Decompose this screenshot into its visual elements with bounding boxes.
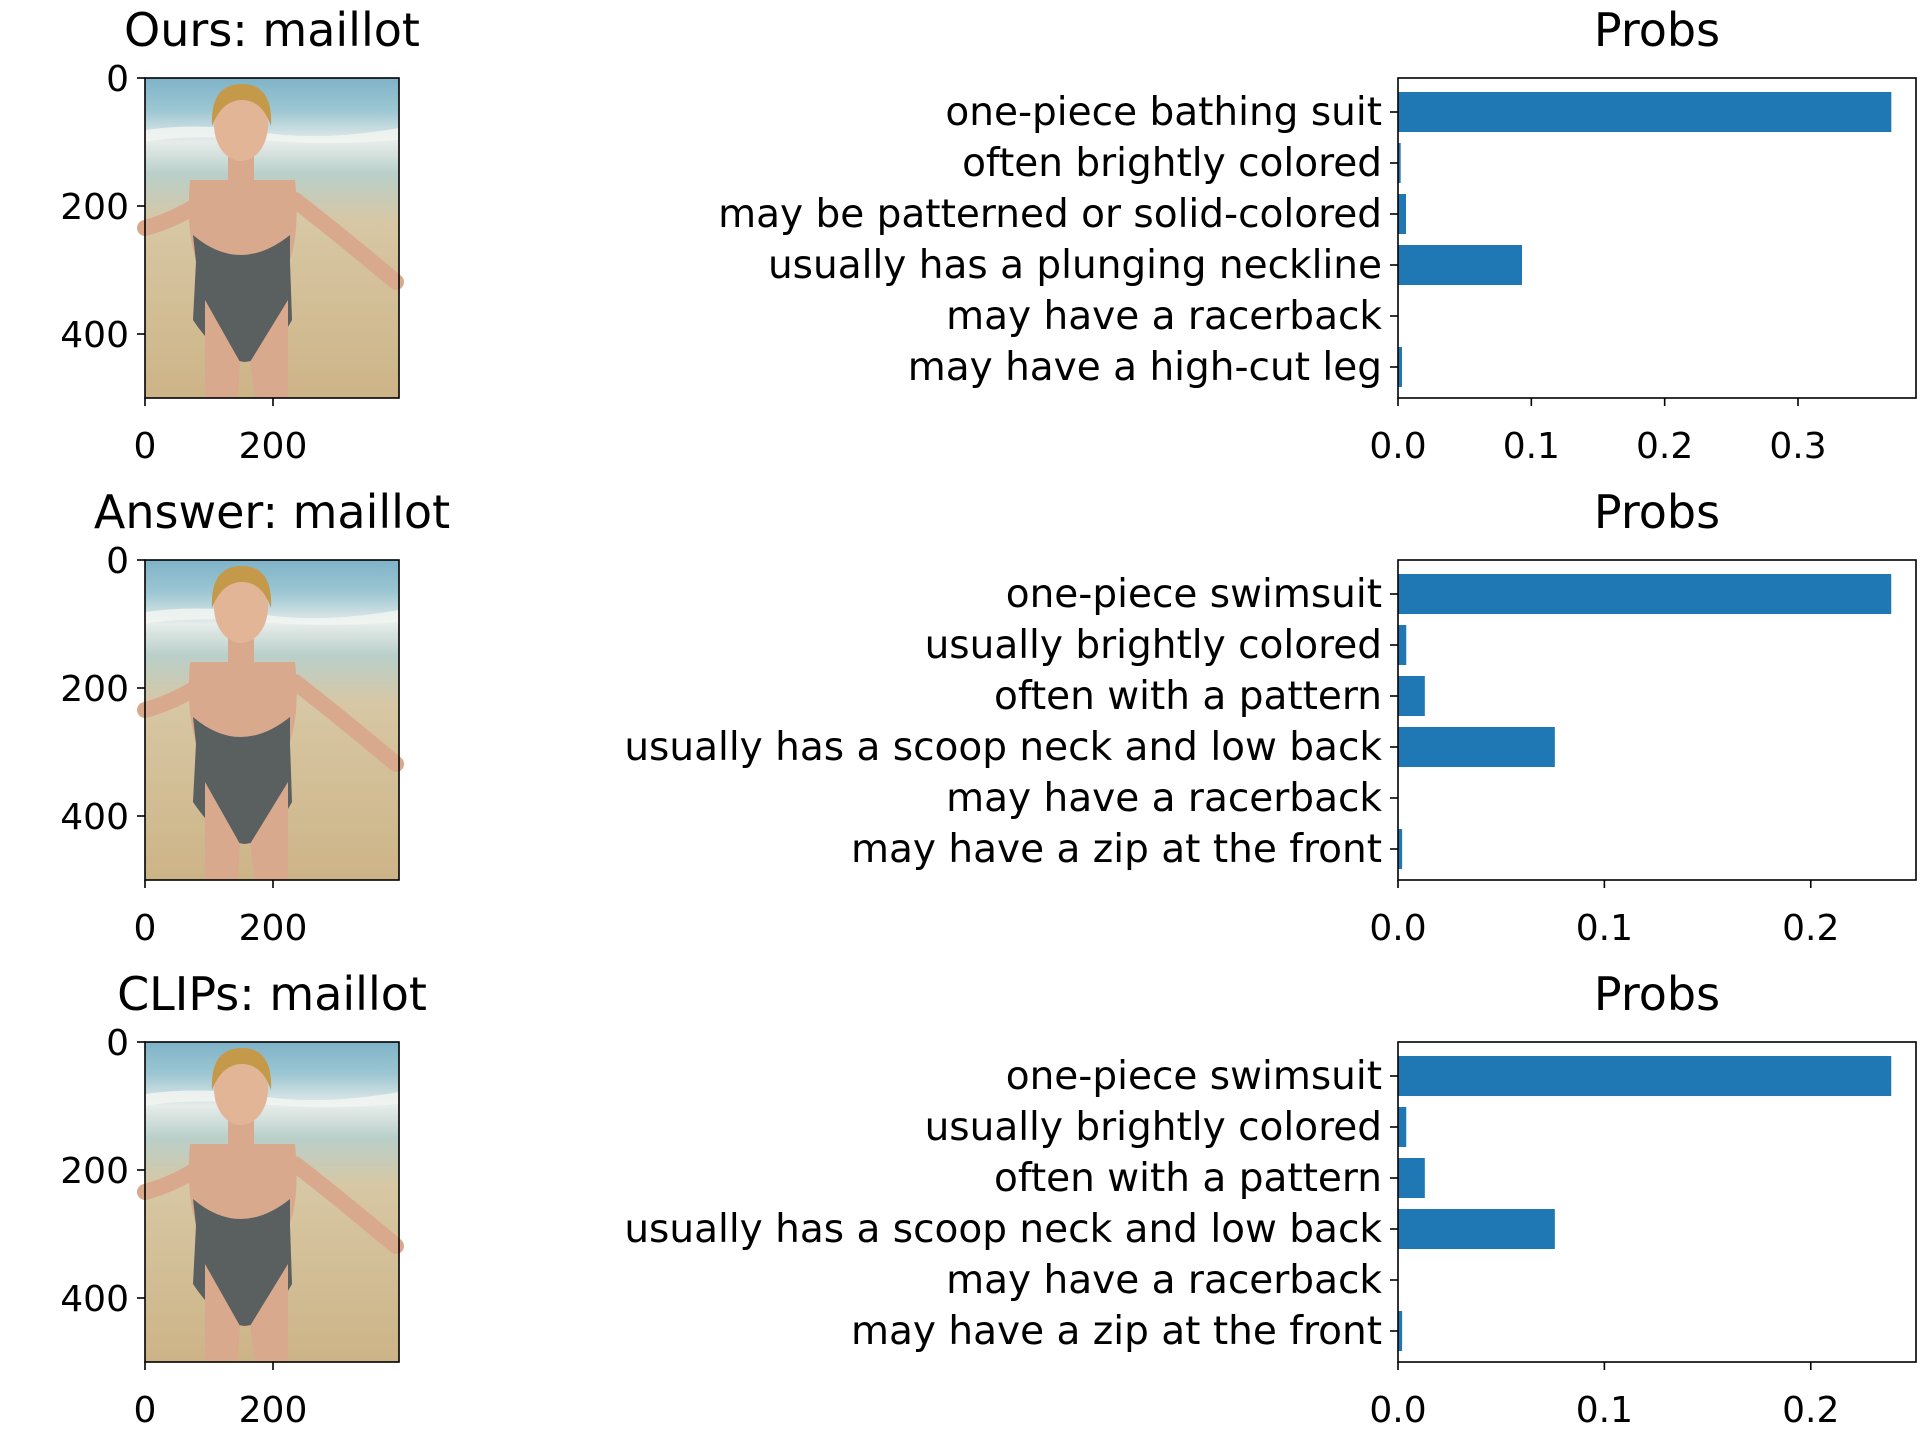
image-x-tick-label: 0 <box>134 1390 157 1431</box>
bar <box>1398 574 1892 614</box>
chart-axes-frame <box>1397 77 1917 399</box>
category-label: one-piece bathing suit <box>945 90 1382 135</box>
category-label: often with a pattern <box>994 1156 1382 1201</box>
category-label: may have a zip at the front <box>851 827 1382 872</box>
image-y-tick-label: 400 <box>60 1279 129 1320</box>
bar <box>1398 347 1402 387</box>
category-label: usually has a plunging neckline <box>768 243 1382 288</box>
image-y-tick-label: 400 <box>60 315 129 356</box>
image-x-tick-label: 200 <box>239 1390 308 1431</box>
category-label: usually has a scoop neck and low back <box>624 1207 1382 1252</box>
category-label: may have a racerback <box>946 294 1382 339</box>
x-tick-label: 0.1 <box>1503 426 1560 467</box>
image-title: Ours: maillot <box>124 3 420 57</box>
x-tick-label: 0.0 <box>1369 1390 1426 1431</box>
category-label: may have a high-cut leg <box>908 345 1382 390</box>
bar <box>1398 1158 1425 1198</box>
category-label: usually brightly colored <box>925 623 1382 668</box>
image-title: Answer: maillot <box>94 485 450 539</box>
image-y-tick-label: 0 <box>106 59 129 100</box>
beach-photo <box>137 1042 404 1362</box>
bar <box>1398 1056 1892 1096</box>
x-tick-label: 0.1 <box>1576 908 1633 949</box>
image-x-tick-label: 0 <box>134 426 157 467</box>
bar-chart: Probs one-piece swimsuit usually brightly … <box>624 967 1917 1431</box>
category-label: usually has a scoop neck and low back <box>624 725 1382 770</box>
bar <box>1398 92 1892 132</box>
image-y-tick-label: 400 <box>60 797 129 838</box>
image-y-tick-label: 200 <box>60 669 129 710</box>
bar <box>1398 194 1406 234</box>
x-tick-label: 0.0 <box>1369 908 1426 949</box>
x-tick-label: 0.2 <box>1782 908 1839 949</box>
x-tick-label: 0.3 <box>1769 426 1826 467</box>
bar <box>1398 1107 1407 1147</box>
image-y-tick-label: 200 <box>60 187 129 228</box>
x-tick-label: 0.0 <box>1369 426 1426 467</box>
image-axes-frame <box>144 1041 400 1363</box>
bar <box>1398 727 1555 767</box>
chart-axes-frame <box>1397 1041 1917 1363</box>
category-label: one-piece swimsuit <box>1006 572 1382 617</box>
image-y-tick-label: 0 <box>106 1023 129 1064</box>
bar <box>1398 676 1425 716</box>
chart-axes-frame <box>1397 559 1917 881</box>
chart-title: Probs <box>1594 3 1720 57</box>
beach-photo <box>137 560 404 880</box>
image-axes-frame <box>144 77 400 399</box>
image-axes-frame <box>144 559 400 881</box>
image-x-tick-label: 200 <box>239 426 308 467</box>
category-label: often with a pattern <box>994 674 1382 719</box>
x-tick-label: 0.2 <box>1782 1390 1839 1431</box>
category-label: one-piece swimsuit <box>1006 1054 1382 1099</box>
category-label: may have a racerback <box>946 1258 1382 1303</box>
chart-title: Probs <box>1594 485 1720 539</box>
image-title: CLIPs: maillot <box>117 967 427 1021</box>
bar <box>1398 1209 1555 1249</box>
image-x-tick-label: 200 <box>239 908 308 949</box>
category-label: may be patterned or solid-colored <box>718 192 1382 237</box>
bar <box>1398 625 1407 665</box>
category-label: may have a zip at the front <box>851 1309 1382 1354</box>
beach-photo <box>137 78 404 398</box>
image-y-tick-label: 0 <box>106 541 129 582</box>
category-label: often brightly colored <box>962 141 1382 186</box>
bar-chart: Probs one-piece bathing suit often brightl… <box>718 3 1917 467</box>
bar <box>1398 1311 1403 1351</box>
bar <box>1398 143 1401 183</box>
x-tick-label: 0.2 <box>1636 426 1693 467</box>
chart-title: Probs <box>1594 967 1720 1021</box>
bar-chart: Probs one-piece swimsuit usually brightly … <box>624 485 1917 949</box>
image-x-tick-label: 0 <box>134 908 157 949</box>
bar <box>1398 829 1403 869</box>
bar <box>1398 245 1522 285</box>
category-label: usually brightly colored <box>925 1105 1382 1150</box>
x-tick-label: 0.1 <box>1576 1390 1633 1431</box>
category-label: may have a racerback <box>946 776 1382 821</box>
image-y-tick-label: 200 <box>60 1151 129 1192</box>
